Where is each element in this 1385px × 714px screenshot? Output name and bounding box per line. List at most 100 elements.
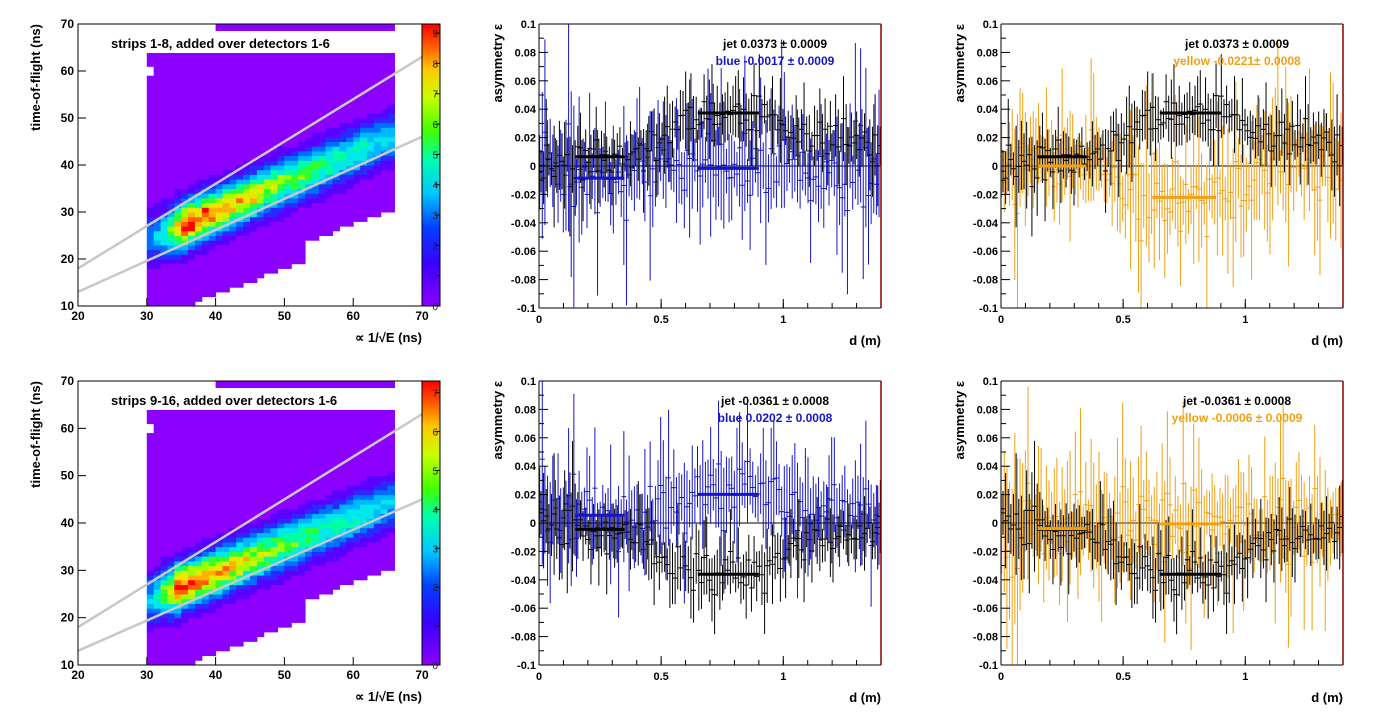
heatmap-cell <box>318 118 327 124</box>
heatmap-cell <box>284 249 292 255</box>
heatmap-cell <box>174 646 182 652</box>
heatmap-cell <box>250 66 258 72</box>
heatmap-cell <box>250 56 258 63</box>
heatmap-cell <box>277 85 285 91</box>
heatmap-cell <box>146 617 155 623</box>
heatmap-cell <box>201 560 210 567</box>
heatmap-cell <box>250 584 258 590</box>
heatmap-cell <box>174 433 182 439</box>
heatmap-cell <box>373 381 382 387</box>
heatmap-cell <box>360 174 368 180</box>
heatmap-cell <box>353 461 361 467</box>
heatmap-cell <box>332 470 340 477</box>
heatmap-cell <box>277 80 285 86</box>
heatmap-cell <box>311 165 320 171</box>
heatmap-cell <box>181 56 189 63</box>
heatmap-cell <box>174 428 182 434</box>
heatmap-cell <box>256 66 265 72</box>
heatmap-cell <box>291 254 299 260</box>
heatmap-cell <box>270 71 279 77</box>
heatmap-cell <box>222 456 230 462</box>
heatmap-cell <box>222 636 230 642</box>
heatmap-cell <box>208 108 217 114</box>
heatmap-cell <box>353 513 361 519</box>
heatmap-cell <box>277 608 285 614</box>
heatmap-cell <box>366 414 375 420</box>
heatmap-cell <box>256 263 265 269</box>
heatmap-cell <box>160 94 168 100</box>
heatmap-cell <box>284 141 292 147</box>
heatmap-cell <box>160 174 168 180</box>
heatmap-cell <box>174 75 182 81</box>
heatmap-cell <box>243 608 251 614</box>
heatmap-cell <box>160 494 168 500</box>
heatmap-cell <box>325 118 334 124</box>
heatmap-cell <box>174 523 182 529</box>
heatmap-cell <box>181 179 189 185</box>
heatmap-cell <box>346 52 354 58</box>
heatmap-cell <box>215 570 223 576</box>
heatmap-cell <box>263 447 272 453</box>
heatmap-cell <box>174 532 182 538</box>
heatmap-cell <box>360 188 368 194</box>
heatmap-cell <box>146 146 155 152</box>
heatmap-cell <box>339 428 347 434</box>
heatmap-cell <box>325 160 334 166</box>
heatmap-cell <box>208 423 217 429</box>
heatmap-cell <box>201 612 210 619</box>
heatmap-cell <box>215 381 223 387</box>
heatmap-cell <box>153 287 162 293</box>
heatmap-cell <box>208 627 217 633</box>
heatmap-cell <box>153 532 162 538</box>
y-axis-label: asymmetry ε <box>490 24 505 102</box>
heatmap-cell <box>146 136 155 142</box>
heatmap-cell <box>160 169 168 175</box>
heatmap-cell <box>298 71 306 77</box>
heatmap-cell <box>270 579 279 586</box>
heatmap-cell <box>160 155 168 161</box>
heatmap-cell <box>380 461 389 467</box>
heatmap-cell <box>339 89 347 95</box>
heatmap-cell <box>380 80 389 86</box>
heatmap-cell <box>305 174 313 180</box>
heatmap-cell <box>243 235 251 241</box>
heatmap-cell <box>208 409 217 415</box>
heatmap-cell <box>194 263 203 269</box>
heatmap-cell <box>188 94 196 100</box>
heatmap-cell <box>236 532 244 538</box>
heatmap-cell <box>201 570 210 576</box>
heatmap-cell <box>201 56 210 63</box>
heatmap-cell <box>353 132 361 138</box>
heatmap-cell <box>284 99 292 105</box>
heatmap-cell <box>311 523 320 529</box>
heatmap-cell <box>167 287 175 293</box>
heatmap-cell <box>346 418 354 425</box>
heatmap-cell <box>263 414 272 420</box>
heatmap-cell <box>153 622 162 628</box>
heatmap-cell <box>160 594 168 600</box>
heatmap-cell <box>284 598 292 604</box>
heatmap-cell <box>181 141 189 147</box>
heatmap-cell <box>277 617 285 623</box>
heatmap-cell <box>256 414 265 420</box>
heatmap-cell <box>291 212 299 218</box>
heatmap-cell <box>256 122 265 128</box>
heatmap-cell <box>229 85 237 91</box>
heatmap-cell <box>250 461 258 467</box>
heatmap-cell <box>284 612 292 619</box>
legend-entry: blue -0.0017 ± 0.0009 <box>716 54 835 68</box>
heatmap-cell <box>208 66 217 72</box>
heatmap-cell <box>291 433 299 439</box>
heatmap-cell <box>243 103 251 110</box>
heatmap-cell <box>360 466 368 472</box>
heatmap-cell <box>194 442 203 448</box>
heatmap-cell <box>366 485 375 491</box>
heatmap-cell <box>325 169 334 175</box>
heatmap-cell <box>332 452 340 458</box>
heatmap-cell <box>373 146 382 152</box>
heatmap-cell <box>146 433 155 439</box>
heatmap-cell <box>215 212 223 218</box>
heatmap-cell <box>291 617 299 623</box>
heatmap-cell <box>380 141 389 147</box>
heatmap-cell <box>222 523 230 529</box>
